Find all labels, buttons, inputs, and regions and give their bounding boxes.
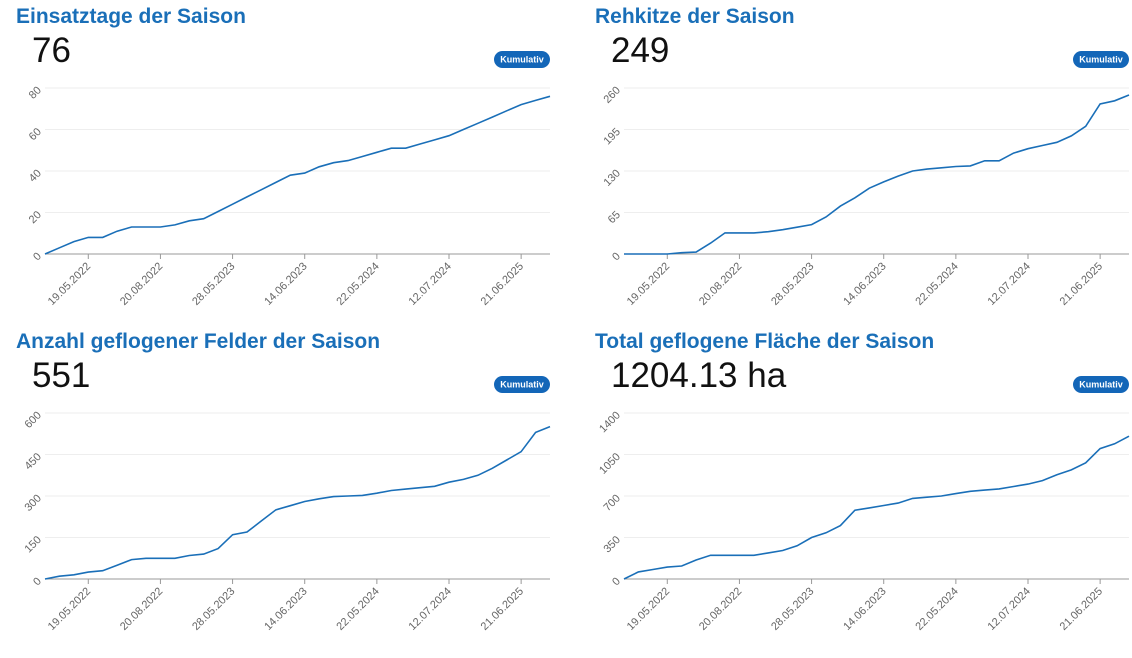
x-tick-label: 19.05.2022 (625, 260, 672, 307)
y-tick-label: 150 (22, 534, 43, 555)
badge-label: Kumulativ (1079, 380, 1123, 390)
x-tick-label: 21.06.2025 (479, 260, 526, 307)
badge-label: Kumulativ (500, 55, 544, 65)
x-tick-label: 20.08.2022 (697, 260, 744, 307)
y-tick-label: 20 (27, 209, 44, 226)
x-tick-label: 19.05.2022 (46, 585, 93, 632)
x-tick-label: 19.05.2022 (46, 260, 93, 307)
x-tick-label: 28.05.2023 (190, 260, 237, 307)
line-series (624, 94, 1130, 255)
y-tick-label: 40 (27, 167, 44, 184)
x-tick-label: 28.05.2023 (190, 585, 237, 632)
x-tick-label: 20.08.2022 (118, 260, 165, 307)
x-tick-label: 28.05.2023 (769, 260, 816, 307)
x-tick-label: 22.05.2024 (334, 585, 381, 632)
chart-title: Anzahl geflogener Felder der Saison (16, 330, 380, 353)
badge-label: Kumulativ (500, 380, 544, 390)
chart-title: Einsatztage der Saison (16, 5, 246, 28)
y-tick-label: 450 (22, 451, 43, 472)
x-tick-label: 21.06.2025 (1058, 260, 1105, 307)
y-tick-label: 600 (22, 409, 43, 430)
line-series (44, 425, 551, 580)
badge (494, 376, 550, 393)
y-tick-label: 1400 (597, 409, 623, 435)
y-tick-label: 0 (31, 575, 44, 588)
x-tick-label: 28.05.2023 (769, 585, 816, 632)
kpi-value: 76 (32, 31, 71, 70)
y-tick-label: 65 (606, 209, 623, 226)
y-tick-label: 350 (601, 534, 622, 555)
x-tick-label: 20.08.2022 (697, 585, 744, 632)
x-tick-label: 22.05.2024 (913, 260, 960, 307)
y-tick-label: 130 (601, 167, 622, 188)
kpi-value: 249 (611, 31, 669, 70)
x-tick-label: 12.07.2024 (407, 260, 454, 307)
y-tick-label: 0 (31, 250, 44, 263)
x-tick-label: 14.06.2023 (262, 585, 309, 632)
chart-panel: Rehkitze der Saison 249 Kumulativ 0 65 130 195… (595, 5, 1130, 308)
chart-panel: Einsatztage der Saison 76 Kumulativ 0 20 40 60… (16, 5, 551, 308)
x-tick-label: 12.07.2024 (986, 585, 1033, 632)
x-tick-label: 14.06.2023 (841, 585, 888, 632)
x-tick-label: 22.05.2024 (913, 585, 960, 632)
y-tick-label: 80 (27, 84, 44, 101)
x-tick-label: 19.05.2022 (625, 585, 672, 632)
chart-panel: Anzahl geflogener Felder der Saison 551 Ku… (16, 330, 551, 633)
x-tick-label: 21.06.2025 (479, 585, 526, 632)
y-tick-label: 60 (27, 126, 44, 143)
y-tick-label: 260 (601, 84, 622, 105)
kpi-value: 1204.13 ha (611, 356, 787, 395)
badge (1073, 51, 1129, 68)
x-tick-label: 12.07.2024 (986, 260, 1033, 307)
line-series (623, 435, 1130, 580)
x-tick-label: 12.07.2024 (407, 585, 454, 632)
y-tick-label: 195 (601, 126, 622, 147)
line-series (44, 95, 551, 255)
x-tick-label: 20.08.2022 (118, 585, 165, 632)
badge (1073, 376, 1129, 393)
y-tick-label: 700 (601, 492, 622, 513)
chart-panel: Total geflogene Fläche der Saison 1204.13… (595, 330, 1130, 633)
chart-title: Rehkitze der Saison (595, 5, 795, 28)
kpi-value: 551 (32, 356, 90, 395)
y-tick-label: 1050 (597, 451, 623, 477)
y-tick-label: 300 (22, 492, 43, 513)
x-tick-label: 22.05.2024 (334, 260, 381, 307)
x-tick-label: 21.06.2025 (1058, 585, 1105, 632)
x-tick-label: 14.06.2023 (841, 260, 888, 307)
badge (494, 51, 550, 68)
x-tick-label: 14.06.2023 (262, 260, 309, 307)
y-tick-label: 0 (610, 250, 623, 263)
y-tick-label: 0 (610, 575, 623, 588)
badge-label: Kumulativ (1079, 55, 1123, 65)
chart-title: Total geflogene Fläche der Saison (595, 330, 934, 353)
